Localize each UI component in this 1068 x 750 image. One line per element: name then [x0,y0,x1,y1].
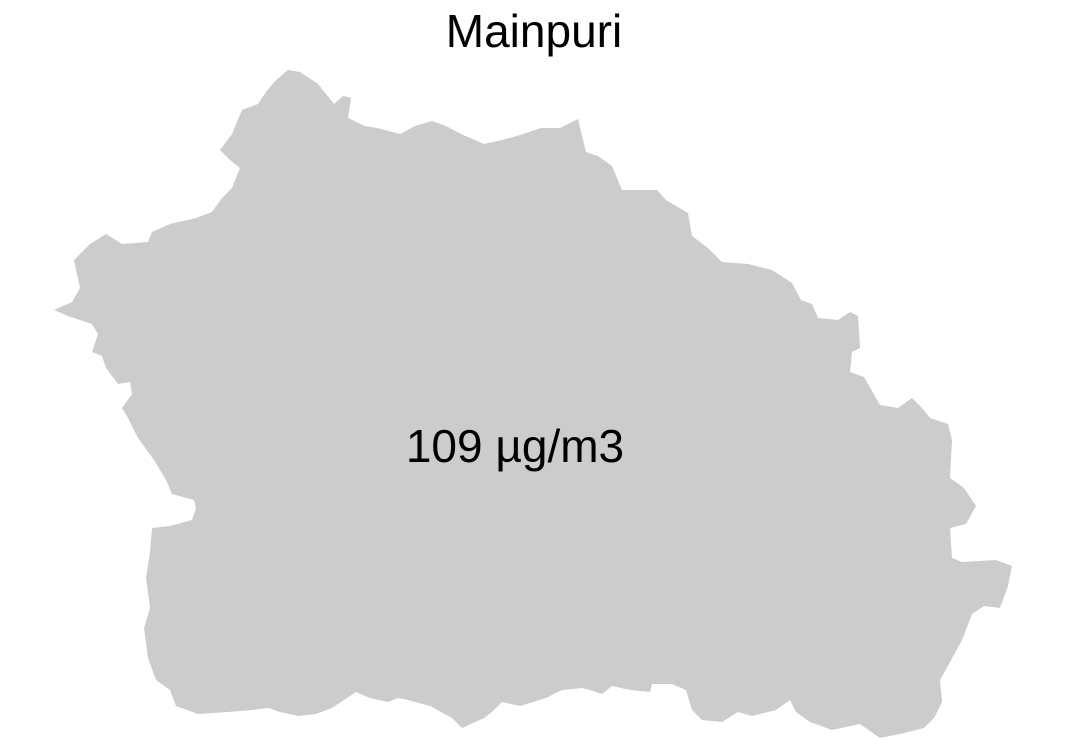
district-value-label: 109 µg/m3 [405,420,625,472]
district-shape [54,70,1012,738]
map-title: Mainpuri [445,5,623,57]
